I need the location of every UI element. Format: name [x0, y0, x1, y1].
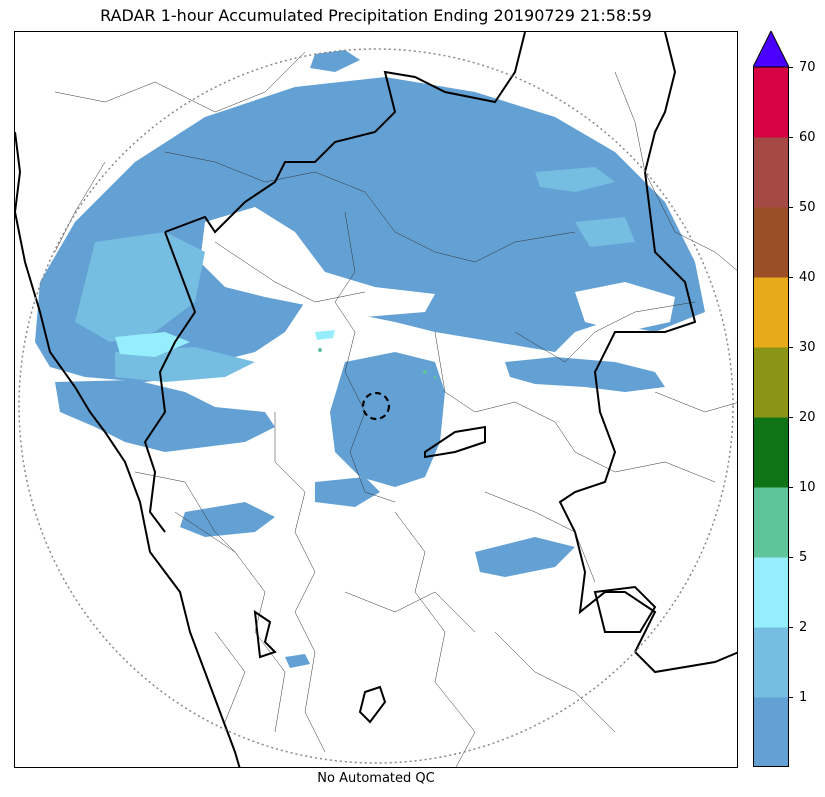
colorbar-tick-label: 30 — [799, 340, 816, 355]
colorbar-tick-mark — [789, 207, 793, 208]
precip-heavy — [115, 330, 335, 357]
colorbar-segment — [753, 697, 789, 768]
colorbar-segment — [753, 347, 789, 418]
colorbar-tick-label: 70 — [799, 60, 816, 75]
colorbar-segment — [753, 67, 789, 138]
colorbar-tick-label: 2 — [799, 620, 808, 635]
colorbar-tick-mark — [789, 487, 793, 488]
colorbar-extend-triangle — [752, 29, 790, 68]
precip-east-band — [505, 357, 665, 392]
coastline-west — [15, 131, 241, 767]
colorbar-tick-label: 40 — [799, 270, 816, 285]
colorbar-segment — [753, 627, 789, 698]
precip-west-strip — [55, 380, 275, 452]
map-title: RADAR 1-hour Accumulated Precipitation E… — [100, 6, 652, 25]
boundary-mid — [424, 425, 486, 459]
colorbar-tick-mark — [789, 277, 793, 278]
boundary-east — [558, 32, 737, 674]
colorbar-tick-label: 60 — [799, 130, 816, 145]
radar-range-ring — [18, 48, 734, 764]
boundary-enclave-1 — [253, 609, 277, 659]
colorbar-tick-label: 20 — [799, 410, 816, 425]
precip-main-band — [35, 77, 705, 382]
map-panel[interactable] — [14, 31, 738, 768]
map-caption: No Automated QC — [317, 771, 435, 786]
colorbar-tick-mark — [789, 417, 793, 418]
colorbar-tick-label: 10 — [799, 480, 816, 495]
precip-scattered-4 — [285, 654, 310, 668]
boundary-north — [164, 32, 526, 234]
colorbar-segment — [753, 207, 789, 278]
boundary-enclave-2 — [358, 685, 387, 724]
precip-scattered-1 — [315, 477, 380, 507]
colorbar-segment — [753, 487, 789, 558]
precip-layer — [35, 50, 705, 668]
colorbar-tick-mark — [789, 347, 793, 348]
colorbar-tick-label: 1 — [799, 690, 808, 705]
district-boundaries — [54, 51, 737, 767]
colorbar-segment — [753, 557, 789, 628]
precip-trace-green — [318, 348, 437, 379]
colorbar-svg — [752, 29, 790, 768]
colorbar-segment — [753, 277, 789, 348]
radar-site-marker — [361, 391, 391, 421]
colorbar-tick-mark — [789, 557, 793, 558]
colorbar-tick-label: 5 — [799, 550, 808, 565]
precip-scattered-2 — [180, 502, 275, 537]
state-boundaries — [15, 32, 737, 767]
precip-colorbar — [752, 29, 790, 768]
boundary-enclave-3 — [593, 585, 657, 633]
colorbar-tick-mark — [789, 137, 793, 138]
colorbar-tick-mark — [789, 627, 793, 628]
boundary-west-inner — [143, 231, 197, 533]
colorbar-segment — [753, 417, 789, 488]
precip-medium — [75, 167, 635, 382]
precip-scattered-3 — [475, 537, 575, 577]
precip-north-cap — [310, 50, 360, 72]
precip-gaps — [25, 40, 675, 332]
precip-central-cell — [330, 352, 445, 487]
colorbar-tick-mark — [789, 67, 793, 68]
radar-map — [15, 32, 737, 767]
colorbar-border — [753, 66, 789, 767]
colorbar-tick-label: 50 — [799, 200, 816, 215]
colorbar-tick-mark — [789, 697, 793, 698]
colorbar-segment — [753, 137, 789, 208]
